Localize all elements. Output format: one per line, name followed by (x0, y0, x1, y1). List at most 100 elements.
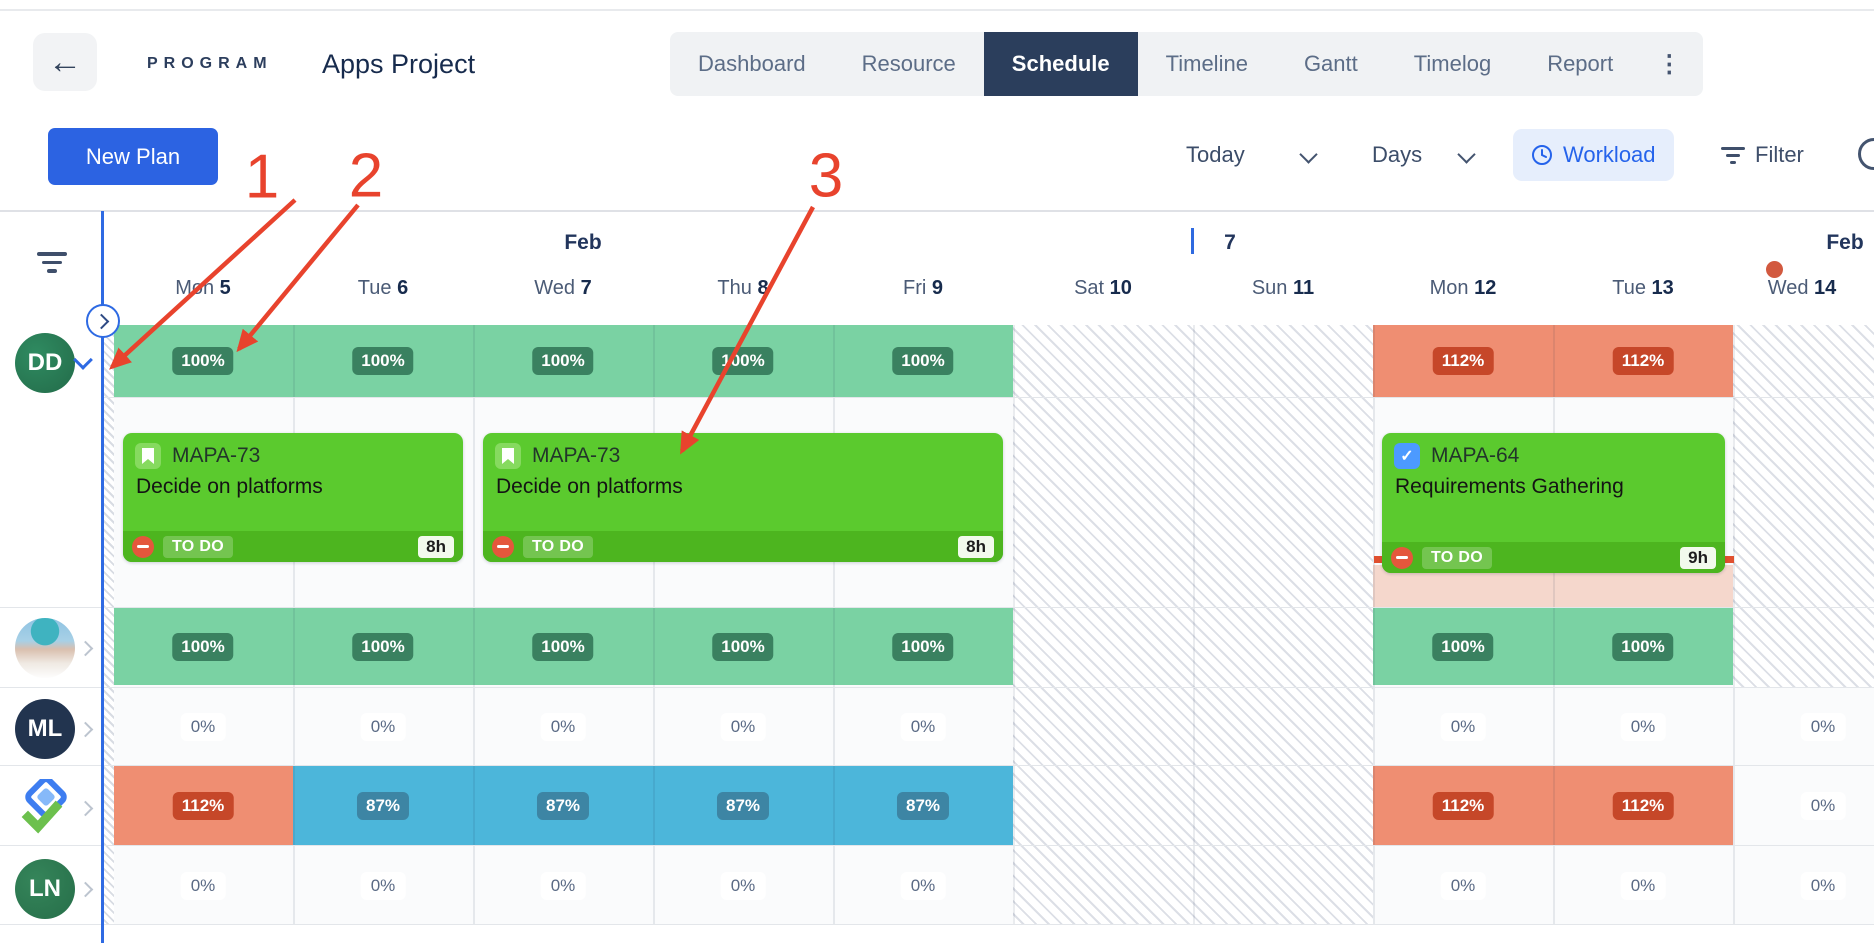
workload-badge-over[interactable]: 112% (172, 792, 234, 820)
workload-zero[interactable]: 0% (1800, 792, 1846, 820)
annotation-marker-1: 1 (244, 142, 280, 212)
workload-badge[interactable]: 100% (352, 633, 414, 661)
expand-panel-button[interactable] (86, 304, 120, 338)
week-number: 7 (1224, 231, 1236, 254)
chevron-down-icon[interactable] (1299, 145, 1318, 164)
workload-badge[interactable]: 100% (892, 347, 954, 375)
week-start-tick (1191, 228, 1194, 254)
workload-badge[interactable]: 100% (1432, 633, 1494, 661)
workload-badge[interactable]: 87% (896, 792, 950, 820)
expand-row-chevron[interactable] (77, 640, 94, 657)
avatar-initials: ML (27, 715, 63, 742)
more-menu-icon[interactable]: ⋮ (1657, 50, 1682, 78)
priority-blocked-icon (492, 535, 514, 558)
workload-zero[interactable]: 0% (1800, 713, 1846, 741)
workload-badge[interactable]: 100% (352, 347, 414, 375)
avatar-dd[interactable]: DD (15, 333, 75, 393)
workload-zero[interactable]: 0% (540, 713, 586, 741)
task-card-mapa73-a[interactable]: MAPA-73 Decide on platforms TO DO 8h (123, 433, 463, 562)
workload-zero[interactable]: 0% (180, 872, 226, 900)
workload-badge-over[interactable]: 112% (1612, 792, 1674, 820)
tab-timelog[interactable]: Timelog (1413, 51, 1492, 76)
avatar-ml[interactable]: ML (15, 699, 75, 759)
workload-badge-over[interactable]: 112% (1432, 792, 1494, 820)
resource-filter-icon[interactable] (36, 252, 68, 278)
day-header-mon5: Mon 5 (175, 277, 231, 299)
card-footer: TO DO 9h (1382, 542, 1725, 573)
task-card-mapa73-b[interactable]: MAPA-73 Decide on platforms TO DO 8h (483, 433, 1003, 562)
workload-badge[interactable]: 100% (1612, 633, 1674, 661)
grid-column-line (1553, 325, 1555, 925)
tab-schedule[interactable]: Schedule (983, 32, 1138, 96)
workload-badge[interactable]: 100% (712, 633, 774, 661)
workload-badge[interactable]: 100% (532, 633, 594, 661)
avatar-app-logo[interactable] (16, 776, 74, 837)
search-icon[interactable] (1858, 138, 1874, 170)
expand-row-chevron[interactable] (77, 800, 94, 817)
workload-zero[interactable]: 0% (360, 713, 406, 741)
issue-key: MAPA-73 (172, 444, 261, 467)
workload-zero[interactable]: 0% (1440, 713, 1486, 741)
back-button[interactable]: ← (33, 33, 97, 91)
workload-zero[interactable]: 0% (1440, 872, 1486, 900)
bookmark-icon (495, 443, 521, 469)
grid-column-line (833, 325, 835, 925)
tab-timeline[interactable]: Timeline (1165, 51, 1248, 76)
future-hatch (1733, 325, 1874, 688)
chevron-down-icon[interactable] (1457, 145, 1476, 164)
tab-resource[interactable]: Resource (861, 51, 956, 76)
workload-zero[interactable]: 0% (720, 872, 766, 900)
new-plan-button[interactable]: New Plan (48, 128, 218, 185)
days-dropdown[interactable]: Days (1372, 142, 1423, 167)
filter-lines-icon[interactable] (1720, 146, 1746, 166)
workload-zero[interactable]: 0% (180, 713, 226, 741)
workload-badge[interactable]: 100% (892, 633, 954, 661)
workload-badge[interactable]: 100% (712, 347, 774, 375)
workload-badge-over[interactable]: 112% (1432, 347, 1494, 375)
status-badge: TO DO (523, 535, 593, 558)
collapse-row-chevron[interactable] (73, 350, 93, 370)
tab-report[interactable]: Report (1547, 51, 1614, 76)
status-badge: TO DO (163, 535, 233, 558)
day-header-wed7: Wed 7 (534, 277, 592, 299)
grid-column-line (1373, 325, 1375, 925)
issue-summary: Decide on platforms (496, 475, 683, 498)
edge-hatch-strip (102, 325, 114, 925)
panel-divider-line[interactable] (101, 211, 104, 943)
priority-blocked-icon (132, 535, 154, 558)
workload-badge[interactable]: 87% (356, 792, 410, 820)
workload-badge[interactable]: 100% (172, 347, 234, 375)
workload-badge[interactable]: 87% (536, 792, 590, 820)
expand-row-chevron[interactable] (77, 721, 94, 738)
workload-zero[interactable]: 0% (1620, 872, 1666, 900)
grid-row-line (0, 924, 1874, 925)
workload-zero[interactable]: 0% (360, 872, 406, 900)
today-dropdown[interactable]: Today (1186, 142, 1245, 167)
tab-dashboard[interactable]: Dashboard (698, 51, 806, 76)
avatar-photo[interactable] (15, 618, 75, 678)
avatar-ln[interactable]: LN (15, 859, 75, 919)
workload-zero[interactable]: 0% (1800, 872, 1846, 900)
task-card-mapa64[interactable]: ✓ MAPA-64 Requirements Gathering TO DO 9… (1382, 433, 1725, 573)
workload-band-logo-normal (293, 766, 1013, 845)
workload-badge[interactable]: 100% (532, 347, 594, 375)
workload-zero[interactable]: 0% (1620, 713, 1666, 741)
workload-zero[interactable]: 0% (540, 872, 586, 900)
toolbar-divider (0, 210, 1874, 212)
expand-row-chevron[interactable] (77, 881, 94, 898)
workload-badge-over[interactable]: 112% (1612, 347, 1674, 375)
workload-badge[interactable]: 100% (172, 633, 234, 661)
avatar-initials: DD (27, 349, 63, 376)
workload-badge[interactable]: 87% (716, 792, 770, 820)
workload-toggle-button[interactable]: Workload (1513, 129, 1674, 181)
workload-zero[interactable]: 0% (720, 713, 766, 741)
weekend-hatch (1013, 325, 1373, 925)
annotation-marker-2: 2 (348, 141, 384, 211)
day-header-tue6: Tue 6 (357, 277, 409, 299)
workload-zero[interactable]: 0% (900, 713, 946, 741)
filter-button[interactable]: Filter (1755, 142, 1804, 167)
grid-column-line (653, 325, 655, 925)
grid-column-line (293, 325, 295, 925)
workload-zero[interactable]: 0% (900, 872, 946, 900)
tab-gantt[interactable]: Gantt (1303, 51, 1358, 76)
